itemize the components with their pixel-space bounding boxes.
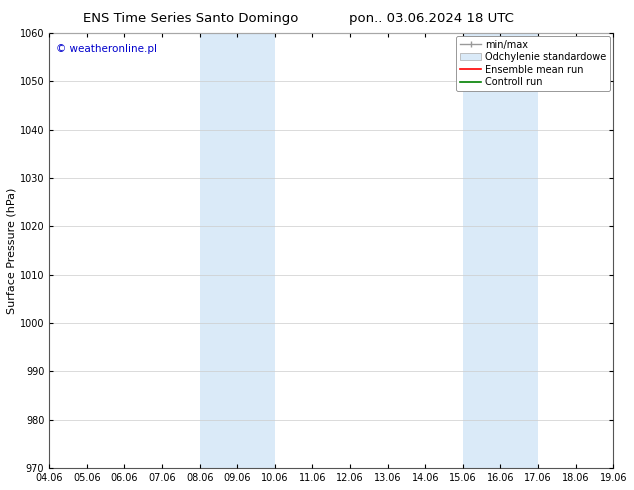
Bar — [463, 33, 538, 468]
Text: © weatheronline.pl: © weatheronline.pl — [56, 44, 157, 54]
Text: pon.. 03.06.2024 18 UTC: pon.. 03.06.2024 18 UTC — [349, 12, 514, 25]
Legend: min/max, Odchylenie standardowe, Ensemble mean run, Controll run: min/max, Odchylenie standardowe, Ensembl… — [456, 36, 611, 91]
Bar — [200, 33, 275, 468]
Text: ENS Time Series Santo Domingo: ENS Time Series Santo Domingo — [82, 12, 298, 25]
Y-axis label: Surface Pressure (hPa): Surface Pressure (hPa) — [7, 187, 17, 314]
